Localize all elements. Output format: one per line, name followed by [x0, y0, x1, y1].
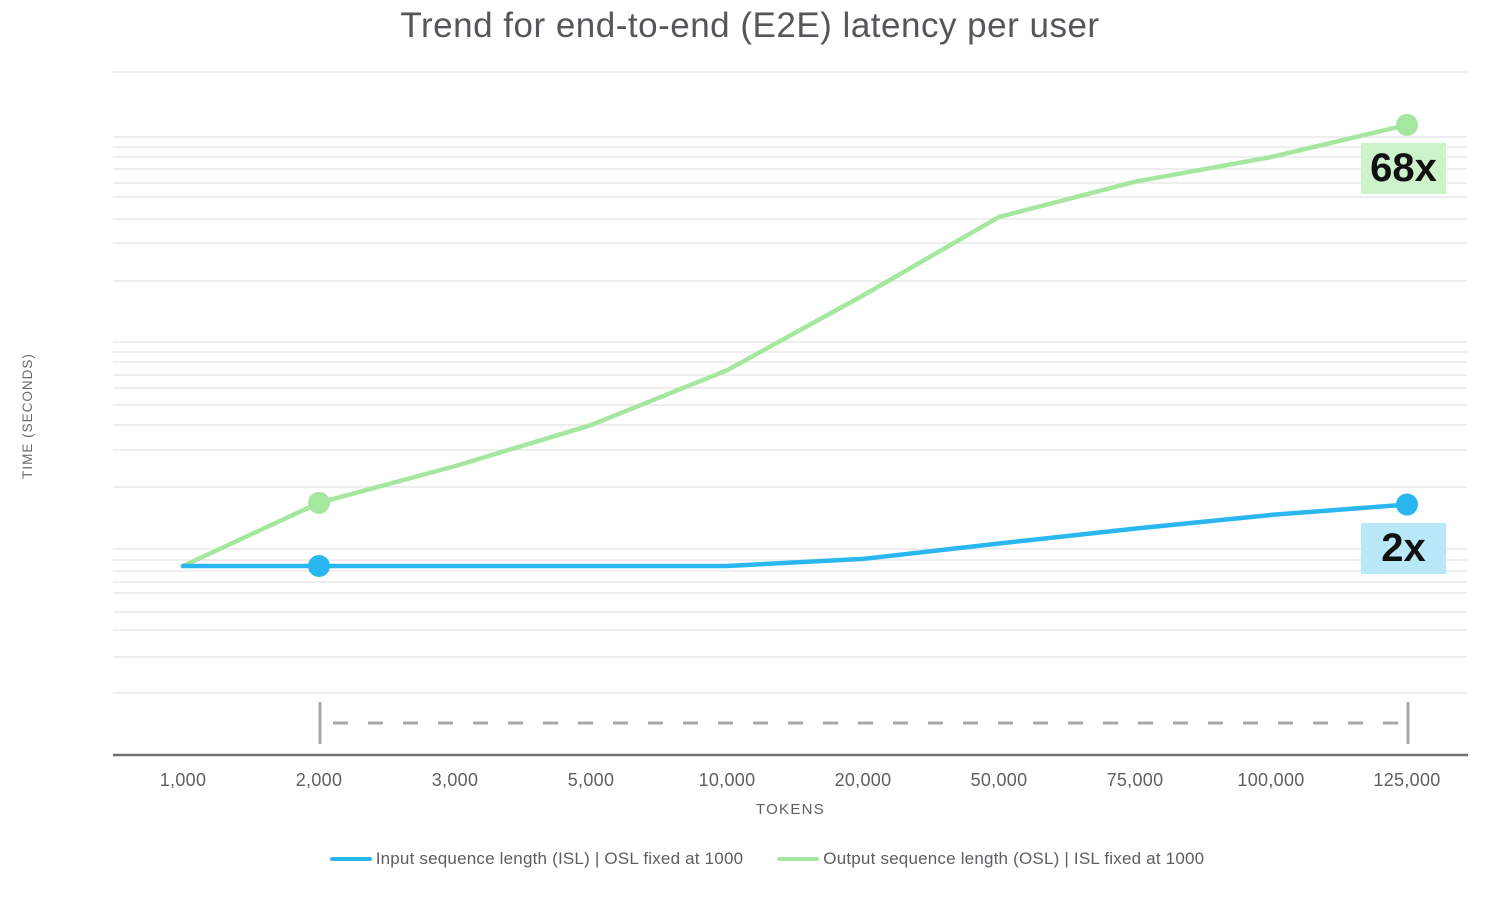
x-tick-label: 3,000 — [431, 770, 479, 790]
annotation-68x-badge: 68x — [1361, 142, 1446, 194]
x-tick-label: 75,000 — [1106, 770, 1164, 790]
legend-label-isl: Input sequence length (ISL) | OSL fixed … — [375, 849, 744, 868]
x-tick-label: 100,000 — [1237, 770, 1305, 790]
x-tick-label: 5,000 — [567, 770, 615, 790]
x-tick-label: 125,000 — [1373, 770, 1441, 790]
legend-line-swatch-osl-icon — [777, 857, 820, 861]
data-point-marker — [1396, 493, 1418, 516]
chart-title: Trend for end-to-end (E2E) latency per u… — [400, 6, 1100, 45]
legend-line-swatch-isl-icon — [329, 857, 372, 861]
annotation-2x-badge: 2x — [1361, 522, 1446, 574]
x-axis-title: TOKENS — [755, 801, 826, 818]
x-tick-label: 2,000 — [295, 770, 343, 790]
x-tick-label: 50,000 — [970, 770, 1028, 790]
series-line-isl — [180, 502, 1410, 569]
legend-item-isl: Input sequence length (ISL) | OSL fixed … — [329, 849, 744, 869]
y-axis-title: TIME (SECONDS) — [20, 353, 35, 479]
legend: Input sequence length (ISL) | OSL fixed … — [17, 849, 1500, 869]
data-point-marker — [1396, 113, 1418, 136]
series-line-osl — [180, 122, 1410, 569]
data-point-marker — [308, 555, 330, 577]
x-tick-label: 1,000 — [159, 770, 207, 790]
legend-item-osl: Output sequence length (OSL) | ISL fixed… — [777, 849, 1204, 869]
data-point-marker — [308, 491, 330, 514]
legend-label-osl: Output sequence length (OSL) | ISL fixed… — [823, 849, 1205, 868]
x-tick-label: 20,000 — [834, 770, 892, 790]
x-tick-label: 10,000 — [698, 770, 756, 790]
